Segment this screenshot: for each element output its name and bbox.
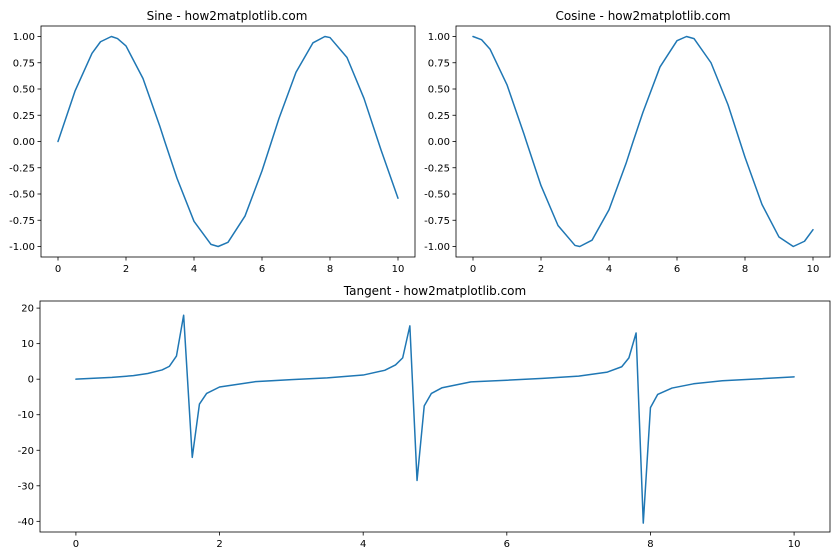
cosine-y-tick-label: -0.75 xyxy=(424,216,450,227)
sine-x-tick-label: 4 xyxy=(191,264,197,275)
cosine-y-tick-label: 0.50 xyxy=(428,85,450,96)
cosine-y-tick-label: 0.25 xyxy=(428,111,450,122)
sine-x-tick-label: 10 xyxy=(392,264,405,275)
tangent-x-tick-label: 0 xyxy=(73,539,79,550)
cosine-x-tick-label: 2 xyxy=(538,264,544,275)
cosine-chart: Cosine - how2matplotlib.com 0 2 4 6 8 10 1.00 0… xyxy=(424,9,831,275)
cosine-y-tick-label: 1.00 xyxy=(428,32,450,43)
tangent-y-tick-label: 10 xyxy=(21,339,34,350)
sine-y-tick-label: -0.75 xyxy=(9,216,35,227)
sine-y-tick-label: -0.50 xyxy=(9,190,35,201)
cosine-axes-frame xyxy=(455,25,831,258)
sine-series-line xyxy=(57,35,399,248)
tangent-y-tick-label: -20 xyxy=(18,446,34,457)
cosine-y-tick-label: 0.00 xyxy=(428,137,450,148)
tangent-x-tick-label: 4 xyxy=(360,539,366,550)
cosine-y-tick-label: -0.50 xyxy=(424,190,450,201)
sine-y-tick-label: 0.50 xyxy=(13,85,35,96)
sine-x-tick-label: 2 xyxy=(123,264,129,275)
cosine-y-tick-label: 0.75 xyxy=(428,58,450,69)
sine-y-tick-label: -0.25 xyxy=(9,163,35,174)
cosine-y-tick-label: -0.25 xyxy=(424,163,450,174)
tangent-y-tick-label: -30 xyxy=(18,481,34,492)
sine-y-tick-label: 0.00 xyxy=(13,137,35,148)
sine-y-tick-label: -1.00 xyxy=(9,242,35,253)
sine-y-tick-label: 1.00 xyxy=(13,32,35,43)
sine-x-tick-label: 8 xyxy=(327,264,333,275)
tangent-x-tick-label: 10 xyxy=(788,539,801,550)
cosine-x-tick-label: 6 xyxy=(674,264,680,275)
tangent-y-tick-label: -10 xyxy=(18,410,34,421)
sine-x-tick-label: 6 xyxy=(259,264,265,275)
sine-chart: Sine - how2matplotlib.com 0 2 4 6 8 10 1.00 0.7… xyxy=(9,9,416,275)
tangent-chart: Tangent - how2matplotlib.com 0 2 4 6 8 10 20 10… xyxy=(18,284,831,550)
tangent-x-tick-label: 2 xyxy=(216,539,222,550)
tangent-chart-title: Tangent - how2matplotlib.com xyxy=(343,284,526,298)
sine-y-tick-label: 0.25 xyxy=(13,111,35,122)
cosine-x-tick-label: 4 xyxy=(606,264,612,275)
cosine-chart-title: Cosine - how2matplotlib.com xyxy=(555,9,730,23)
sine-axes-frame xyxy=(40,25,416,258)
tangent-series-line xyxy=(75,314,795,524)
sine-chart-title: Sine - how2matplotlib.com xyxy=(147,9,308,23)
cosine-series-line xyxy=(472,35,814,248)
tangent-axes-frame xyxy=(39,300,831,533)
cosine-x-tick-label: 10 xyxy=(807,264,820,275)
tangent-y-tick-label: 20 xyxy=(21,304,34,315)
tangent-y-tick-label: -40 xyxy=(18,517,34,528)
tangent-y-tick-label: 0 xyxy=(28,375,34,386)
tangent-x-tick-label: 6 xyxy=(504,539,510,550)
cosine-x-tick-label: 0 xyxy=(470,264,476,275)
cosine-x-tick-label: 8 xyxy=(742,264,748,275)
sine-y-tick-label: 0.75 xyxy=(13,58,35,69)
sine-x-tick-label: 0 xyxy=(55,264,61,275)
cosine-y-tick-label: -1.00 xyxy=(424,242,450,253)
tangent-x-tick-label: 8 xyxy=(647,539,653,550)
